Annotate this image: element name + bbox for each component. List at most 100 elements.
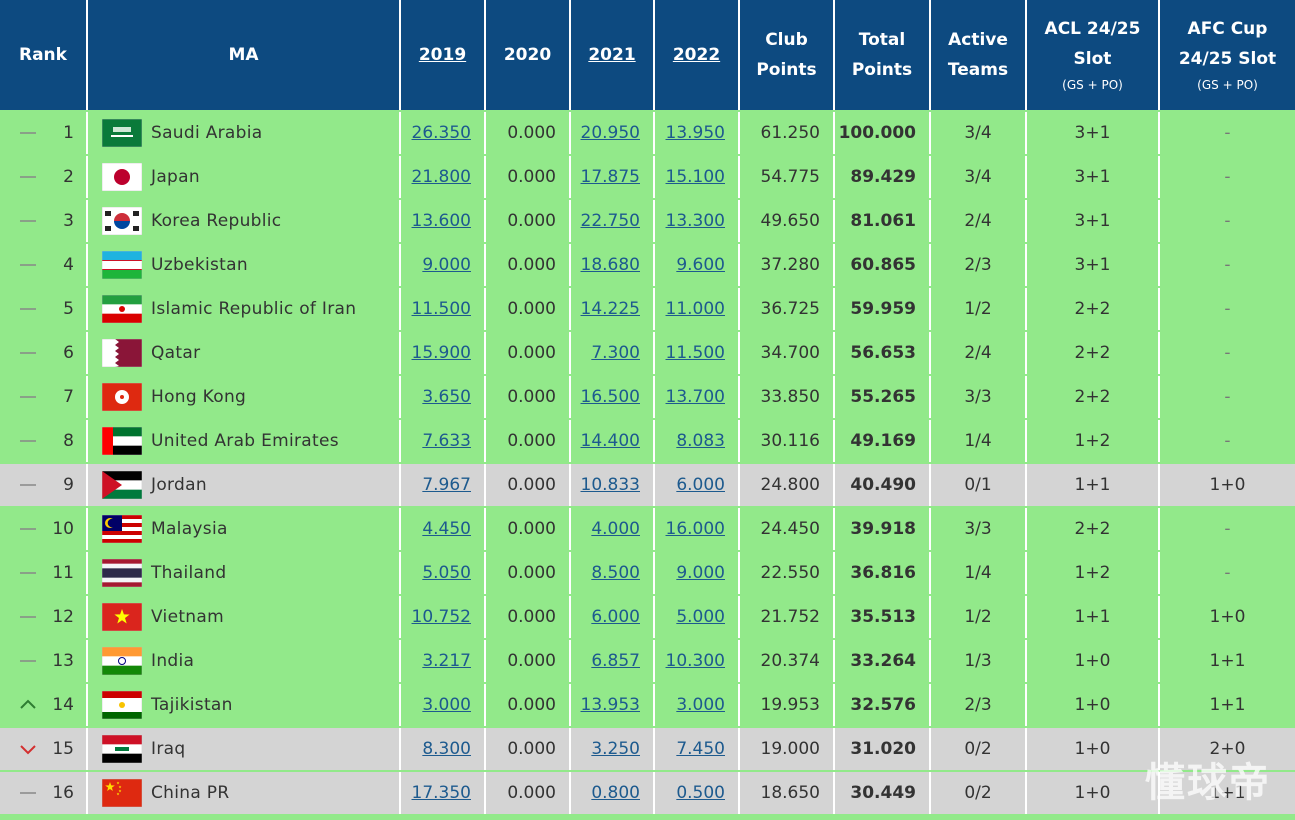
cell-value: 0.000 (507, 123, 556, 143)
cell-value: - (1224, 343, 1231, 363)
cell-value[interactable]: 5.050 (422, 563, 471, 583)
cell-value[interactable]: 15.900 (411, 343, 471, 363)
cell-value[interactable]: 13.600 (411, 211, 471, 231)
table-cell: 0.000 (486, 684, 571, 726)
cell-value[interactable]: 9.600 (676, 255, 725, 275)
cell-value[interactable]: 8.300 (422, 739, 471, 759)
table-cell: 36.816 (835, 552, 931, 594)
flag (102, 735, 142, 763)
table-cell: 5.050 (401, 552, 486, 594)
cell-value[interactable]: 18.680 (580, 255, 640, 275)
header-label[interactable]: 2022 (672, 45, 721, 65)
country-name: Qatar (151, 343, 201, 363)
cell-value: 35.513 (850, 607, 916, 627)
cell-value[interactable]: 3.000 (422, 695, 471, 715)
cell-value[interactable]: 10.300 (665, 651, 725, 671)
cell-value[interactable]: 15.100 (665, 167, 725, 187)
table-cell: 60.865 (835, 244, 931, 286)
table-cell: 54.775 (740, 156, 835, 198)
cell-value[interactable]: 17.350 (411, 783, 471, 803)
cell-value[interactable]: 0.500 (676, 783, 725, 803)
cell-value[interactable]: 3.250 (591, 739, 640, 759)
cell-value[interactable]: 10.752 (411, 607, 471, 627)
table-cell: 2/4 (931, 200, 1027, 242)
table-cell: 14 (0, 684, 88, 726)
cell-value[interactable]: 7.633 (422, 431, 471, 451)
rank: 10 (52, 519, 74, 539)
cell-value[interactable]: 11.500 (411, 299, 471, 319)
cell-value[interactable]: 7.300 (591, 343, 640, 363)
cell-value: 0.000 (507, 651, 556, 671)
cell-value[interactable]: 9.000 (422, 255, 471, 275)
flag (102, 515, 142, 543)
cell-value[interactable]: 26.350 (411, 123, 471, 143)
table-cell: 0/2 (931, 728, 1027, 770)
cell-value[interactable]: 10.833 (580, 475, 640, 495)
cell-value[interactable]: 7.450 (676, 739, 725, 759)
trend-icon (20, 660, 36, 662)
cell-value[interactable]: 17.875 (580, 167, 640, 187)
cell-value: 30.116 (760, 431, 820, 451)
cell-value[interactable]: 16.000 (665, 519, 725, 539)
cell-value[interactable]: 4.450 (422, 519, 471, 539)
cell-value[interactable]: 9.000 (676, 563, 725, 583)
cell-value[interactable]: 6.000 (591, 607, 640, 627)
flag (102, 339, 142, 367)
cell-value[interactable]: 13.700 (665, 387, 725, 407)
cell-value[interactable]: 3.217 (422, 651, 471, 671)
cell-value[interactable]: 3.650 (422, 387, 471, 407)
rank: 5 (63, 299, 74, 319)
table-cell: 36.725 (740, 288, 835, 330)
column-header: Rank (0, 0, 88, 110)
cell-value: - (1224, 563, 1231, 583)
cell-value: 3+1 (1074, 123, 1111, 143)
cell-value[interactable]: 8.083 (676, 431, 725, 451)
table-cell: 1+1 (1160, 684, 1295, 726)
header-label[interactable]: 2019 (418, 45, 467, 65)
table-cell: 49.169 (835, 420, 931, 462)
column-header: 2020 (486, 0, 571, 110)
cell-value[interactable]: 4.000 (591, 519, 640, 539)
cell-value[interactable]: 20.950 (580, 123, 640, 143)
table-cell: 20.374 (740, 640, 835, 682)
cell-value[interactable]: 6.000 (676, 475, 725, 495)
country-name: United Arab Emirates (151, 431, 339, 451)
table-cell: Japan (88, 156, 401, 198)
cell-value[interactable]: 16.500 (580, 387, 640, 407)
table-cell: 10.300 (655, 640, 740, 682)
column-header: MA (88, 0, 401, 110)
table-cell: 7.450 (655, 728, 740, 770)
table-cell: 39.918 (835, 508, 931, 550)
cell-value[interactable]: 3.000 (676, 695, 725, 715)
country-name: Korea Republic (151, 211, 282, 231)
cell-value[interactable]: 11.500 (665, 343, 725, 363)
cell-value[interactable]: 11.000 (665, 299, 725, 319)
cell-value[interactable]: 22.750 (580, 211, 640, 231)
cell-value: 1+0 (1074, 651, 1111, 671)
header-label[interactable]: 2021 (588, 45, 636, 65)
cell-value[interactable]: 13.300 (665, 211, 725, 231)
cell-value[interactable]: 13.953 (580, 695, 640, 715)
table-cell: 7 (0, 376, 88, 418)
country-name: Iraq (151, 739, 186, 759)
cell-value: 3+1 (1074, 211, 1111, 231)
cell-value[interactable]: 14.225 (580, 299, 640, 319)
flag (102, 427, 142, 455)
cell-value: 39.918 (850, 519, 916, 539)
table-cell: 30.116 (740, 420, 835, 462)
table-cell: 1+0 (1027, 640, 1160, 682)
cell-value[interactable]: 8.500 (591, 563, 640, 583)
cell-value[interactable]: 6.857 (591, 651, 640, 671)
cell-value: 22.550 (760, 563, 820, 583)
flag (102, 779, 142, 807)
cell-value[interactable]: 0.800 (591, 783, 640, 803)
cell-value[interactable]: 14.400 (580, 431, 640, 451)
cell-value[interactable]: 21.800 (411, 167, 471, 187)
cell-value[interactable]: 5.000 (676, 607, 725, 627)
table-cell: 0.000 (486, 552, 571, 594)
cell-value[interactable]: 13.950 (665, 123, 725, 143)
table-cell: 0.000 (486, 464, 571, 506)
cell-value[interactable]: 7.967 (422, 475, 471, 495)
cell-value: 0.000 (507, 343, 556, 363)
